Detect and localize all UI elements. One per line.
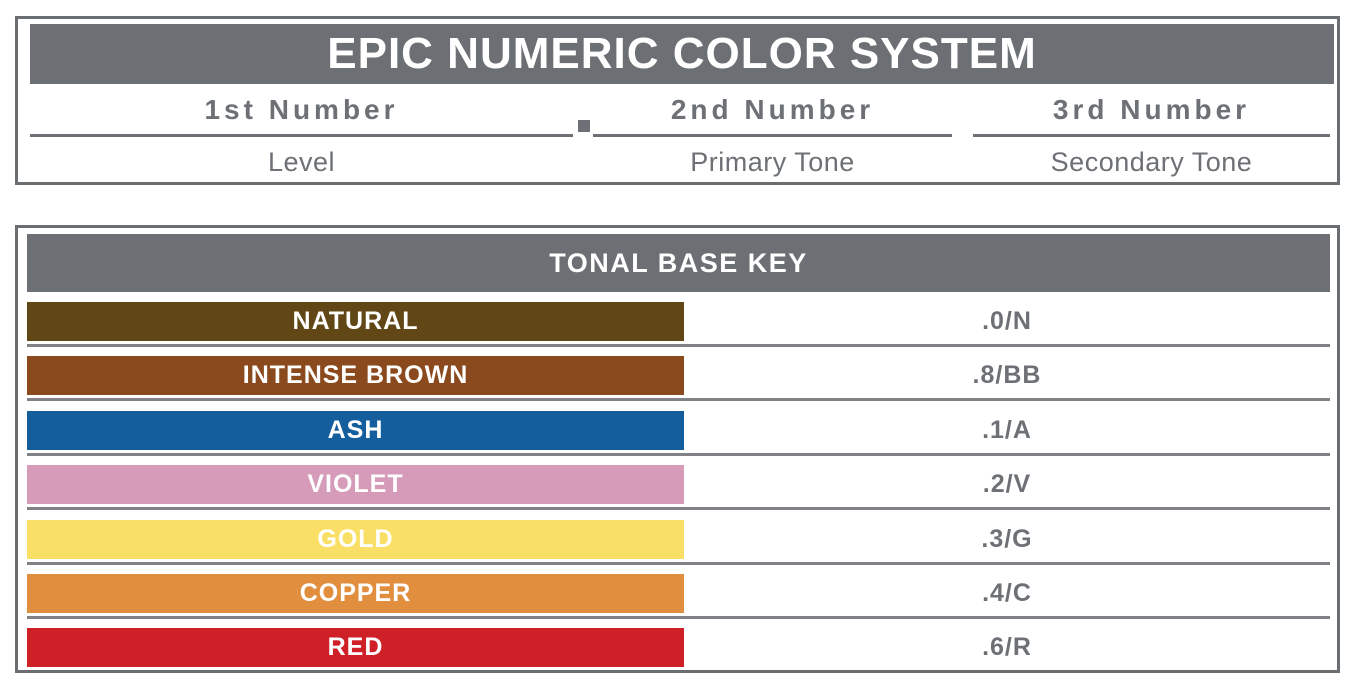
system-title: EPIC NUMERIC COLOR SYSTEM: [327, 29, 1037, 78]
tonal-key-title: TONAL BASE KEY: [549, 247, 808, 278]
tonal-row-gold: GOLD .3/G: [18, 520, 1337, 559]
first-number-column: 1st Number Level: [30, 94, 573, 178]
tonal-row-red: RED .6/R: [18, 628, 1337, 667]
tone-name: RED: [327, 633, 384, 661]
second-number-column: 2nd Number Primary Tone: [593, 94, 952, 178]
tonal-row-violet: VIOLET .2/V: [18, 465, 1337, 504]
tone-name: GOLD: [317, 525, 394, 553]
color-swatch-bar: GOLD: [27, 520, 684, 559]
system-title-bar: EPIC NUMERIC COLOR SYSTEM: [30, 24, 1334, 84]
tone-name: INTENSE BROWN: [242, 361, 469, 389]
color-swatch-bar: NATURAL: [27, 302, 684, 341]
row-divider: [27, 507, 1330, 510]
color-swatch-bar: ASH: [27, 411, 684, 450]
tone-name: VIOLET: [307, 470, 404, 498]
row-divider: [27, 453, 1330, 456]
numeric-system-panel: EPIC NUMERIC COLOR SYSTEM 1st Number Lev…: [15, 16, 1340, 185]
color-swatch-bar: INTENSE BROWN: [27, 356, 684, 395]
second-number-meaning: Primary Tone: [690, 147, 855, 177]
tone-name: NATURAL: [292, 307, 419, 335]
row-divider: [27, 616, 1330, 619]
tonal-row-copper: COPPER .4/C: [18, 574, 1337, 613]
row-divider: [27, 562, 1330, 565]
third-number-column: 3rd Number Secondary Tone: [973, 94, 1330, 178]
tone-code: .0/N: [982, 307, 1032, 335]
color-swatch-bar: VIOLET: [27, 465, 684, 504]
tonal-row-ash: ASH .1/A: [18, 411, 1337, 450]
first-number-meaning: Level: [267, 147, 336, 177]
tone-code: .4/C: [982, 579, 1032, 607]
tonal-key-title-bar: TONAL BASE KEY: [27, 234, 1330, 292]
tonal-base-key-panel: TONAL BASE KEY NATURAL .0/N INTENSE BROW…: [15, 225, 1340, 673]
tone-code: .3/G: [981, 525, 1033, 553]
tone-code: .8/BB: [972, 361, 1042, 389]
tone-code: .6/R: [982, 633, 1032, 661]
third-number-label: 3rd Number: [973, 94, 1330, 137]
row-divider: [27, 398, 1330, 401]
row-divider: [27, 344, 1330, 347]
tone-code: .1/A: [982, 416, 1032, 444]
second-number-label: 2nd Number: [593, 94, 952, 137]
tone-name: ASH: [327, 416, 384, 444]
third-number-meaning: Secondary Tone: [1050, 147, 1253, 177]
tone-code: .2/V: [982, 470, 1032, 498]
tonal-row-natural: NATURAL .0/N: [18, 302, 1337, 341]
decimal-point: .: [578, 120, 590, 132]
tonal-row-intense-brown: INTENSE BROWN .8/BB: [18, 356, 1337, 395]
first-number-label: 1st Number: [30, 94, 573, 137]
color-swatch-bar: COPPER: [27, 574, 684, 613]
tone-name: COPPER: [299, 579, 412, 607]
color-swatch-bar: RED: [27, 628, 684, 667]
